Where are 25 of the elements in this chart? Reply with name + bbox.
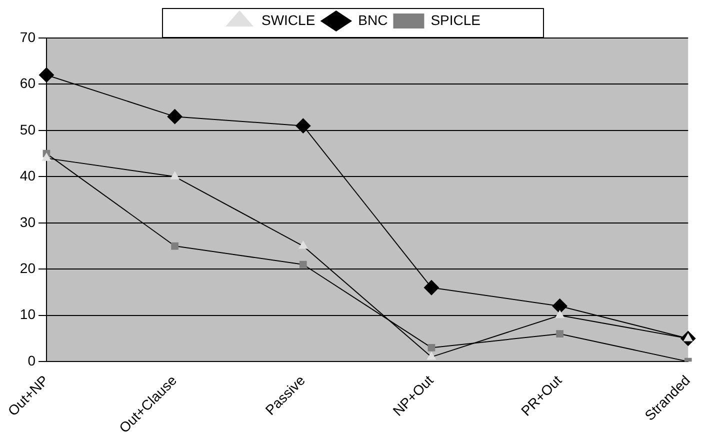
y-tick-label: 70: [20, 28, 36, 45]
point: [42, 153, 51, 161]
point: [427, 352, 436, 360]
legend-label: SPICLE: [430, 12, 481, 28]
legend-label: SWICLE: [261, 12, 316, 28]
y-tick-label: 20: [20, 260, 36, 276]
y-tick-label: 40: [20, 168, 36, 184]
point: [167, 109, 182, 124]
legend-label: BNC: [358, 12, 388, 28]
y-tick-label: 10: [20, 306, 36, 322]
y-tick-label: 50: [20, 121, 36, 138]
point: [424, 280, 439, 296]
point: [298, 241, 308, 249]
point: [428, 344, 436, 352]
point: [38, 67, 54, 82]
point: [299, 260, 307, 268]
y-tick-label: 60: [20, 75, 36, 92]
y-tick-label: 0: [28, 352, 36, 368]
point: [552, 298, 568, 314]
point: [296, 118, 311, 134]
point: [170, 172, 180, 180]
point: [556, 330, 564, 338]
y-tick-label: 30: [20, 214, 36, 230]
point: [555, 310, 564, 318]
point: [171, 242, 178, 250]
